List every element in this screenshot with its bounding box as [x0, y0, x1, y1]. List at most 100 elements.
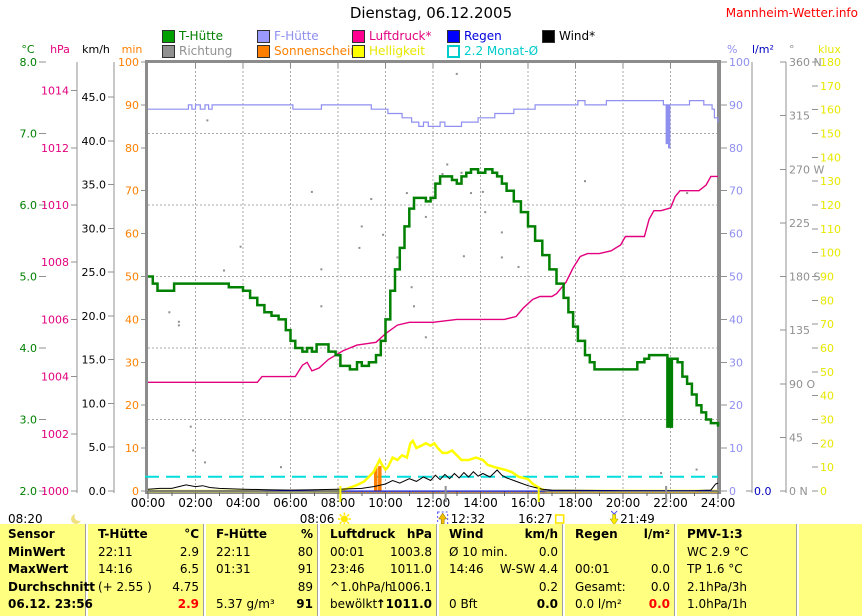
table-cell-text: 01:31	[216, 562, 251, 576]
legend-label: Richtung	[179, 44, 233, 58]
legend-label: Wind*	[559, 29, 596, 43]
table-cell-text: WC 2.9 °C	[687, 544, 749, 559]
axis-tick-label: 0	[820, 485, 827, 498]
legend-swatch-icon	[162, 30, 175, 43]
table-cell: 22:11 80	[204, 545, 318, 562]
axis-unit-rain: l/m²	[752, 43, 774, 56]
axis-tick-label: 80	[820, 294, 834, 307]
axis-tick-label: 3.0	[20, 414, 38, 427]
table-cell-value: 1003.8	[390, 544, 432, 559]
axis-tick-label: 120	[820, 199, 841, 212]
table-cell	[563, 545, 675, 562]
x-axis-labels: 00:00 02:00 04:00 06:00 08:00 10:00 12:00 14:00…	[131, 496, 736, 510]
axis-tick-label: 60	[125, 228, 139, 241]
axis-tick-label: 4.0	[20, 342, 38, 355]
table-cell-value: 0.0	[536, 597, 558, 611]
axis-tick-label: 50	[729, 271, 743, 284]
axis-tick-label: 1014	[41, 85, 69, 98]
axis-tick-label: 270 W	[789, 163, 824, 176]
table-cell-value: 4.75	[172, 579, 199, 594]
axis-tick-label: 150	[820, 128, 841, 141]
axis-tick-label: 30	[125, 356, 139, 369]
axis-tick-label: 60	[820, 342, 834, 355]
x-axis-label: 22:00	[653, 496, 688, 510]
table-cell	[797, 597, 862, 614]
x-axis-label: 14:00	[463, 496, 498, 510]
table-cell: 1.0hPa/1h	[675, 597, 797, 614]
axis-tick-label: 90	[729, 99, 743, 112]
table-cell-text: 5.37 g/m³	[216, 597, 275, 611]
table-cell-value: hPa	[406, 527, 432, 541]
axis-tick-label: 90	[820, 271, 834, 284]
weather-chart: °C hPa km/h min% l/m² ° klux 2.0 3.0 4.0 5.0 6.0 7.0…	[8, 43, 841, 526]
marker-time: 08:20	[8, 512, 43, 526]
legend-swatch-icon	[257, 30, 270, 43]
legend-swatch-icon	[447, 45, 460, 58]
x-axis-label: 02:00	[178, 496, 213, 510]
axis-tick-label: 5.0	[20, 271, 38, 284]
axis-tick-label: 50	[125, 271, 139, 284]
table-cell-value: 0.0	[650, 579, 670, 594]
legend-swatch-icon	[162, 45, 175, 58]
legend-swatch-icon	[447, 30, 460, 43]
legend-swatch-icon	[352, 30, 365, 43]
x-axis-label: 20:00	[606, 496, 641, 510]
marker-time: 12:32	[451, 512, 486, 526]
table-cell-text: 00:01	[330, 544, 365, 559]
table-cell: (+ 2.55 ) 4.75	[86, 580, 204, 597]
axis-tick-label: 15.0	[82, 354, 107, 367]
x-axis-label: 10:00	[368, 496, 403, 510]
axis-tick-label: 135	[789, 324, 810, 337]
table-cell-text: F-Hütte	[216, 527, 268, 541]
site-link[interactable]: Mannheim-Wetter.info	[725, 6, 858, 20]
table-row-label: MinWert	[8, 544, 66, 559]
axis-tick-label: 0	[729, 485, 736, 498]
table-column-separator	[674, 524, 677, 616]
table-row-label: MaxWert	[8, 562, 69, 576]
table-cell-value: ↑1011.0	[375, 597, 432, 611]
axis-tick-label: 100	[729, 56, 750, 69]
marker-moonrise: 08:20	[8, 512, 84, 526]
axis-tick-label: 1010	[41, 199, 69, 212]
table-cell: Gesamt: 0.0	[563, 580, 675, 597]
table-cell-value: l/m²	[643, 527, 670, 541]
legend-label: Luftdruck*	[369, 29, 432, 43]
axis-tick-label: 225	[789, 217, 810, 230]
table-column-separator	[796, 524, 799, 616]
axis-tick-label: 1008	[41, 256, 69, 269]
table-cell-text: 22:11	[98, 544, 133, 559]
table-cell-text: Luftdruck	[330, 527, 396, 541]
table-cell-text: 14:16	[98, 562, 133, 576]
table-cell: 00:01 1003.8	[318, 545, 437, 562]
table-cell-value: 91	[296, 597, 313, 611]
axis-tick-label: 100	[118, 56, 139, 69]
axis-tick-label: 180 S	[789, 271, 820, 284]
table-cell	[797, 562, 862, 579]
axis-tick-label: 10	[125, 442, 139, 455]
axis-tick-label: 2.0	[20, 485, 38, 498]
table-cell: WC 2.9 °C	[675, 545, 797, 562]
table-cell: 14:46 W-SW 4.4	[437, 562, 563, 579]
axis-tick-label: 40	[729, 313, 743, 326]
table-cell: Regen l/m²	[563, 527, 675, 544]
table-cell-text: 00:01	[575, 562, 610, 576]
table-row-label: 06.12. 23:56	[8, 597, 93, 611]
table-cell-value: %	[300, 527, 313, 541]
axis-tick-label: 160	[820, 104, 841, 117]
table-cell: 01:31 91	[204, 562, 318, 579]
axis-tick-label: 90 O	[789, 378, 815, 391]
x-axis-label: 16:00	[511, 496, 546, 510]
marker-time: 16:27	[518, 512, 553, 526]
table-row-label: Sensor	[8, 527, 55, 541]
axis-tick-label: 80	[729, 142, 743, 155]
table-cell-text: PMV-1:3	[687, 527, 743, 541]
table-cell-text: 22:11	[216, 544, 251, 559]
table-cell	[797, 545, 862, 562]
table-cell: Luftdruck hPa	[318, 527, 437, 544]
table-cell-value: 1006.1	[390, 579, 432, 594]
table-cell: 22:11 2.9	[86, 545, 204, 562]
x-axis-label: 08:00	[321, 496, 356, 510]
axis-tick-label: 20	[729, 399, 743, 412]
axis-tick-label: 60	[729, 228, 743, 241]
table-cell-text: Regen	[575, 527, 618, 541]
